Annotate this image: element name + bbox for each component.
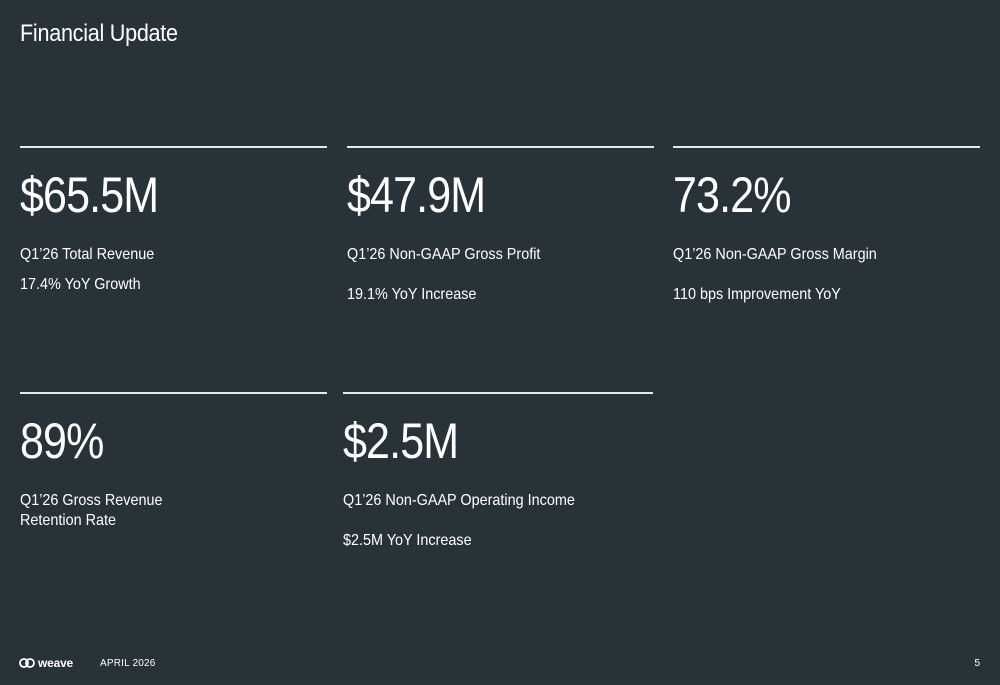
metric-value: 89% bbox=[20, 413, 104, 469]
divider bbox=[343, 392, 653, 394]
metric-label: Q1’26 Non-GAAP Gross Profit bbox=[347, 246, 541, 263]
metric-card-revenue-retention: 89% Q1’26 Gross Revenue Retention Rate bbox=[20, 392, 327, 529]
metric-subtext: 17.4% YoY Growth bbox=[20, 276, 141, 293]
metric-card-operating-income: $2.5M Q1’26 Non-GAAP Operating Income $2… bbox=[343, 392, 653, 549]
footer-date: APRIL 2026 bbox=[100, 658, 156, 669]
metric-subtext: 110 bps Improvement YoY bbox=[673, 286, 841, 303]
logo-wordmark: weave bbox=[38, 656, 74, 670]
divider bbox=[347, 146, 654, 148]
divider bbox=[20, 392, 327, 394]
metric-label: Q1’26 Non-GAAP Gross Margin bbox=[673, 246, 877, 263]
metric-label: Q1’26 Total Revenue bbox=[20, 246, 155, 263]
metric-card-gross-profit: $47.9M Q1’26 Non-GAAP Gross Profit 19.1%… bbox=[347, 146, 654, 303]
divider bbox=[673, 146, 980, 148]
weave-logo: weave bbox=[19, 656, 73, 670]
metric-subtext: 19.1% YoY Increase bbox=[347, 286, 477, 303]
metric-label: Q1’26 Non-GAAP Operating Income bbox=[343, 492, 575, 509]
metric-value: $65.5M bbox=[20, 167, 159, 223]
metric-value: $47.9M bbox=[347, 167, 486, 223]
metric-card-total-revenue: $65.5M Q1’26 Total Revenue 17.4% YoY Gro… bbox=[20, 146, 327, 293]
weave-logo-icon bbox=[19, 658, 35, 668]
divider bbox=[20, 146, 327, 148]
metric-value: $2.5M bbox=[343, 413, 459, 469]
metric-subtext: $2.5M YoY Increase bbox=[343, 532, 472, 549]
metric-card-gross-margin: 73.2% Q1’26 Non-GAAP Gross Margin 110 bp… bbox=[673, 146, 980, 303]
metric-value: 73.2% bbox=[673, 167, 791, 223]
page-title: Financial Update bbox=[20, 20, 178, 47]
metric-label: Q1’26 Gross Revenue Retention Rate bbox=[20, 492, 163, 529]
page-number: 5 bbox=[974, 658, 980, 669]
